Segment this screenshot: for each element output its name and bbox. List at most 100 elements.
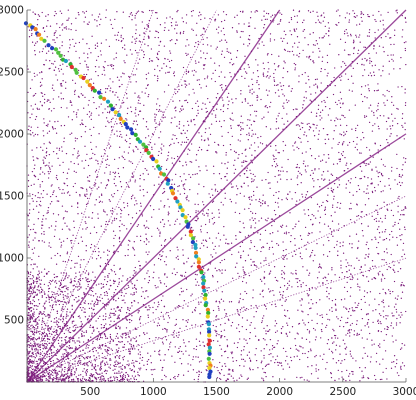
scatter-point [173, 330, 176, 332]
scatter-point [229, 143, 232, 146]
scatter-point [343, 62, 346, 64]
scatter-point [87, 318, 89, 320]
scatter-point [117, 349, 119, 352]
scatter-point [379, 180, 382, 183]
scatter-point [171, 179, 173, 181]
scatter-point [254, 327, 256, 329]
scatter-point [269, 106, 271, 108]
scatter-point [334, 274, 336, 276]
scatter-point [339, 325, 341, 328]
scatter-point [52, 128, 55, 130]
scatter-point [246, 378, 248, 380]
scatter-point [281, 199, 283, 201]
scatter-point [200, 301, 202, 303]
scatter-point [91, 212, 94, 214]
scatter-point [319, 186, 321, 188]
scatter-point [262, 62, 264, 64]
scatter-point [188, 173, 190, 176]
scatter-point [113, 308, 115, 310]
scatter-point [72, 326, 74, 328]
scatter-point [172, 100, 174, 102]
scatter-point [186, 54, 188, 57]
scatter-point [282, 258, 284, 260]
scatter-point [385, 318, 387, 320]
scatter-point [383, 306, 385, 308]
ray-line-6 [26, 9, 154, 383]
scatter-point [328, 35, 330, 37]
scatter-point [299, 256, 302, 258]
scatter-point [382, 239, 384, 241]
scatter-point [212, 359, 214, 361]
scatter-point [247, 64, 249, 66]
scatter-point [29, 366, 31, 368]
scatter-point [60, 315, 62, 317]
scatter-point [78, 354, 80, 357]
scatter-point [267, 182, 270, 184]
scatter-point [306, 379, 308, 381]
scatter-point [294, 142, 296, 144]
scatter-point [305, 151, 307, 153]
scatter-point [241, 101, 243, 103]
scatter-point [44, 324, 47, 326]
scatter-point [85, 188, 88, 190]
scatter-point [47, 50, 50, 52]
scatter-point [85, 330, 88, 332]
scatter-point [247, 185, 249, 187]
scatter-point [310, 196, 313, 199]
scatter-point [371, 168, 373, 170]
scatter-point [77, 206, 79, 208]
scatter-point [401, 362, 404, 364]
scatter-point [60, 12, 63, 15]
scatter-point [368, 149, 371, 151]
scatter-point [43, 98, 46, 101]
scatter-point [254, 150, 256, 152]
scatter-point [167, 220, 170, 222]
scatter-point [293, 29, 296, 31]
scatter-point [147, 352, 149, 354]
scatter-point [33, 94, 35, 96]
scatter-point [77, 315, 80, 318]
scatter-point [119, 230, 121, 232]
scatter-point [348, 141, 351, 144]
scatter-point [262, 296, 264, 298]
scatter-point [184, 188, 186, 191]
scatter-point [121, 47, 124, 49]
scatter-point [83, 107, 85, 109]
scatter-point [404, 206, 406, 208]
scatter-point [37, 14, 40, 16]
scatter-point [120, 186, 123, 188]
scatter-point [372, 124, 374, 127]
scatter-point [73, 111, 75, 113]
scatter-point [193, 262, 195, 264]
scatter-point [195, 307, 197, 309]
scatter-point [222, 300, 225, 302]
scatter-point [282, 241, 284, 243]
scatter-point [36, 338, 39, 340]
scatter-point [388, 184, 390, 186]
scatter-point [357, 304, 359, 306]
scatter-point [217, 92, 219, 95]
scatter-point [198, 61, 200, 63]
scatter-point [41, 319, 44, 321]
scatter-point [171, 272, 174, 274]
scatter-point [305, 194, 307, 196]
scatter-point [205, 369, 207, 371]
scatter-point [129, 353, 131, 355]
scatter-point [31, 377, 33, 379]
scatter-point [201, 265, 203, 268]
scatter-point [290, 178, 292, 180]
scatter-point [282, 150, 285, 152]
scatter-point [368, 45, 371, 47]
scatter-point [285, 315, 287, 317]
scatter-point [275, 166, 277, 168]
scatter-point [200, 135, 203, 137]
scatter-point [121, 299, 123, 302]
scatter-point [57, 294, 60, 296]
scatter-point [397, 205, 399, 207]
scatter-point [204, 103, 206, 105]
scatter-point [335, 344, 338, 346]
scatter-point [251, 135, 253, 137]
scatter-point [173, 71, 175, 73]
scatter-point [56, 378, 58, 381]
scatter-point [360, 265, 362, 268]
